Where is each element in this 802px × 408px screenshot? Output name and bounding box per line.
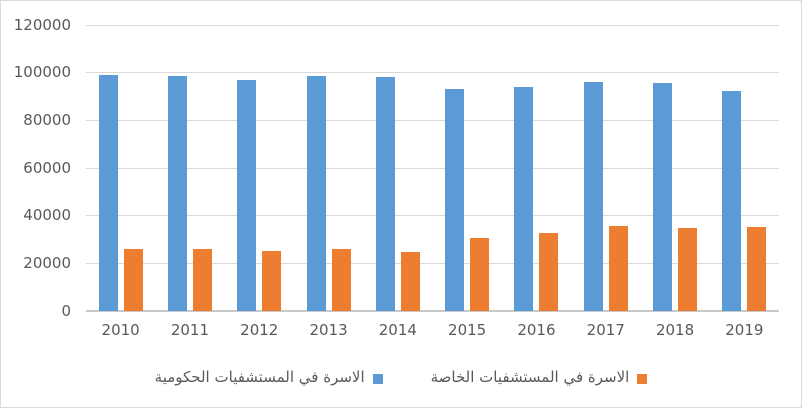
y-axis-tick-label: 40000 <box>23 206 71 225</box>
legend-swatch-private-icon <box>637 373 648 384</box>
y-axis-tick-label: 20000 <box>23 253 71 272</box>
legend-label-private: الاسرة في المستشفيات الخاصة <box>430 368 630 386</box>
x-axis-tick-label: 2012 <box>240 321 279 339</box>
bar-private-2016 <box>539 233 559 312</box>
legend: الاسرة في المستشفيات الحكومية الاسرة في … <box>1 368 801 386</box>
legend-item-government: الاسرة في المستشفيات الحكومية <box>155 368 383 386</box>
gridline <box>86 119 779 121</box>
bar-private-2018 <box>678 227 698 312</box>
y-axis-tick-label: 80000 <box>23 110 71 129</box>
gridline <box>86 72 779 74</box>
x-axis-line <box>86 309 779 312</box>
bar-private-2019 <box>747 226 767 312</box>
gridline <box>86 215 779 217</box>
bar-government-2017 <box>583 81 603 312</box>
bar-private-2017 <box>608 225 628 312</box>
bar-government-2019 <box>722 90 742 312</box>
x-axis-tick-label: 2016 <box>517 321 556 339</box>
bar-government-2018 <box>653 82 673 312</box>
gridline <box>86 262 779 264</box>
bar-private-2011 <box>192 249 212 312</box>
bar-government-2015 <box>445 88 465 312</box>
x-axis-tick-label: 2013 <box>309 321 348 339</box>
legend-swatch-government-icon <box>372 373 383 384</box>
bar-private-2014 <box>400 252 420 312</box>
x-axis-tick-label: 2018 <box>655 321 695 339</box>
y-axis-tick-label: 120000 <box>13 15 71 34</box>
y-axis-tick-label: 0 <box>61 301 71 320</box>
x-axis-tick-label: 2011 <box>170 321 210 339</box>
bar-government-2012 <box>237 80 257 312</box>
bar-government-2010 <box>98 74 118 312</box>
bar-private-2015 <box>470 237 490 312</box>
bar-private-2013 <box>331 249 351 312</box>
legend-item-private: الاسرة في المستشفيات الخاصة <box>431 368 648 386</box>
y-axis-tick-label: 60000 <box>23 158 71 177</box>
x-axis-tick-label: 2015 <box>448 321 487 339</box>
x-axis-tick-label: 2017 <box>586 321 625 339</box>
x-axis-tick-label: 2019 <box>725 321 764 339</box>
gridline <box>86 167 779 169</box>
gridline <box>86 24 779 26</box>
x-axis-tick-label: 2014 <box>378 321 417 339</box>
y-axis-tick-label: 100000 <box>13 63 71 82</box>
bar-government-2014 <box>375 77 395 312</box>
bar-government-2011 <box>167 75 187 312</box>
bar-government-2013 <box>306 75 326 312</box>
bar-private-2012 <box>262 250 282 312</box>
bar-private-2010 <box>123 249 143 312</box>
bar-government-2016 <box>514 86 534 312</box>
legend-label-government: الاسرة في المستشفيات الحكومية <box>154 368 365 386</box>
x-axis-tick-label: 2010 <box>101 321 140 339</box>
